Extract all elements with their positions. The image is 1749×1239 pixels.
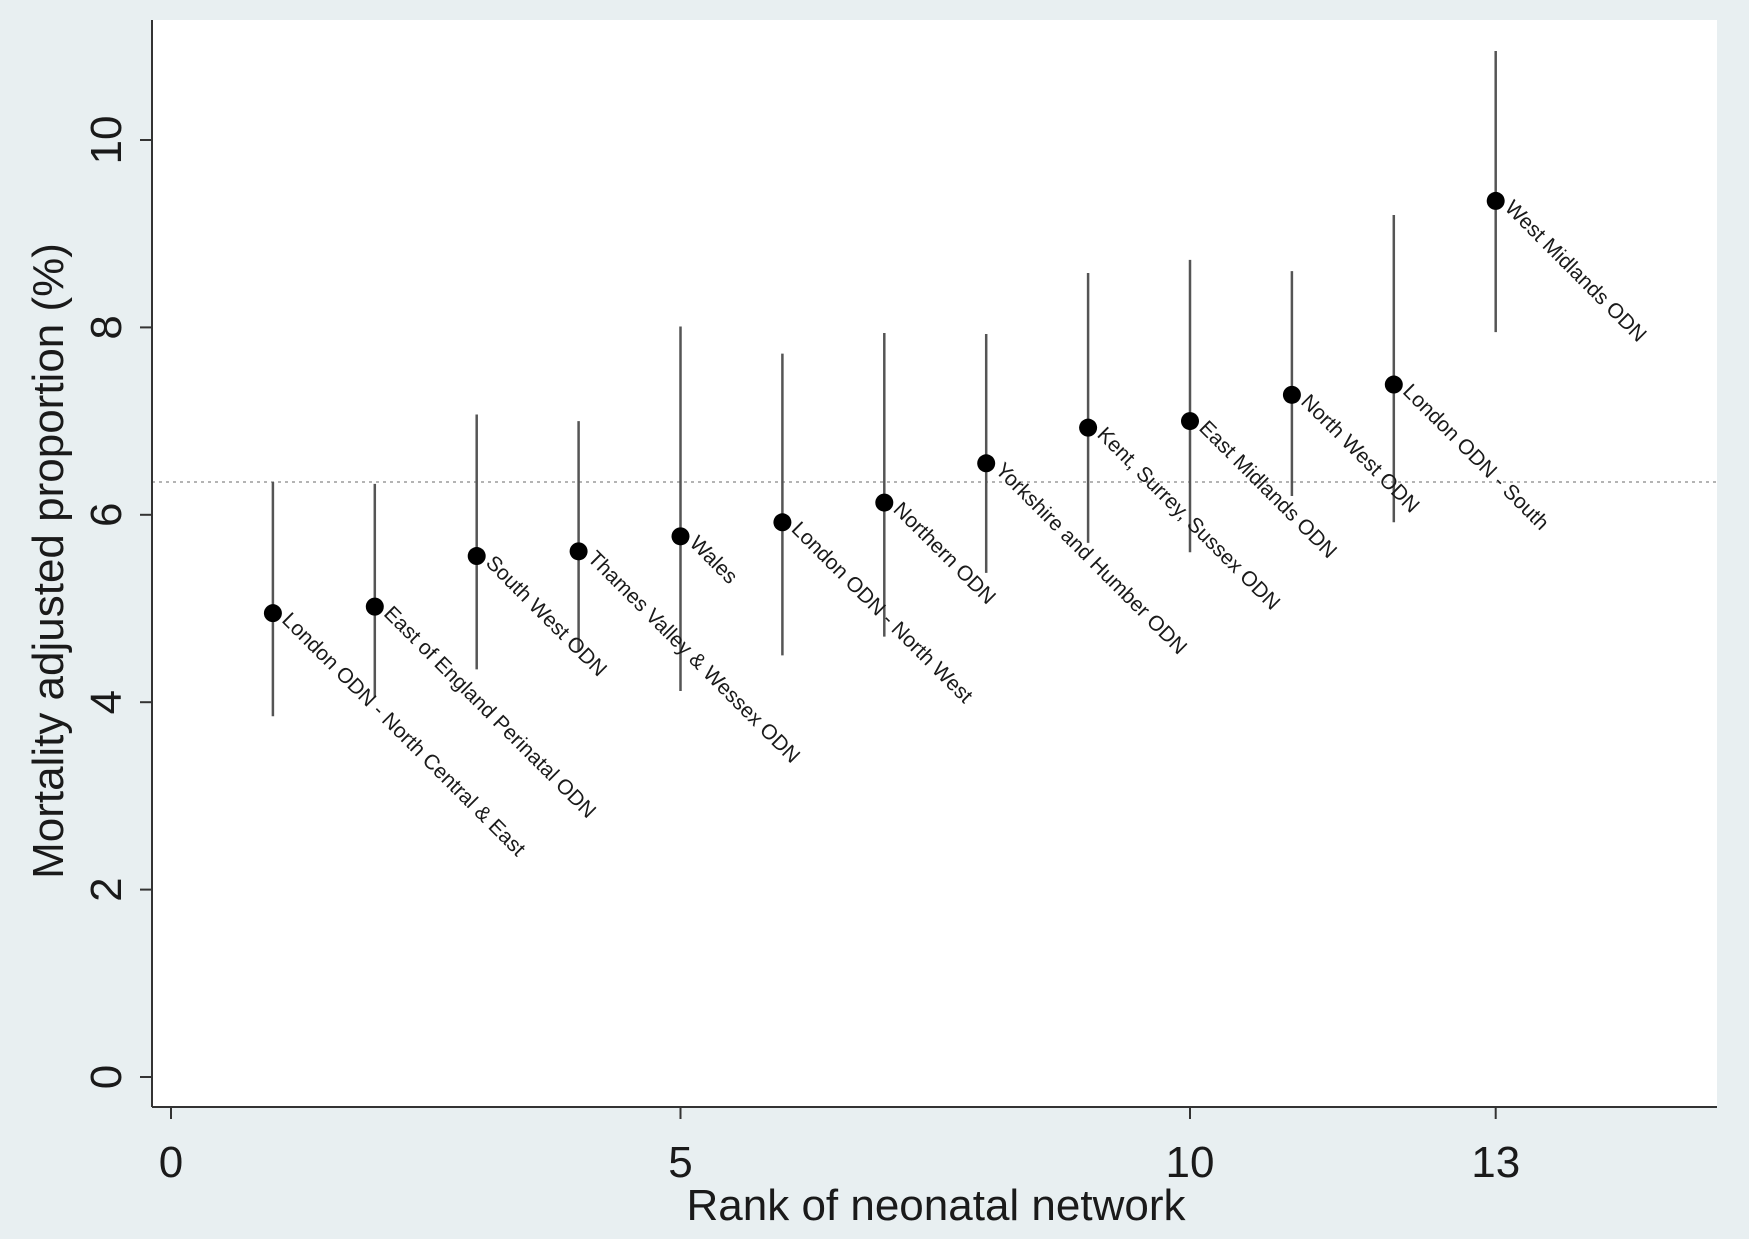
y-tick-label: 2 <box>82 877 131 901</box>
markers <box>263 191 1505 623</box>
x-tick-label: 0 <box>159 1138 183 1187</box>
data-point <box>773 513 792 532</box>
data-point <box>1384 375 1403 394</box>
data-point <box>671 527 690 546</box>
data-point <box>1079 418 1098 437</box>
y-tick-label: 0 <box>82 1065 131 1089</box>
y-tick-label: 8 <box>82 315 131 339</box>
y-tick-label: 4 <box>82 690 131 714</box>
data-point <box>977 454 996 473</box>
data-point <box>467 547 486 566</box>
data-point <box>1181 412 1199 431</box>
data-point <box>569 542 588 561</box>
x-tick-label: 10 <box>1166 1138 1215 1187</box>
data-point <box>365 597 384 616</box>
data-point <box>875 493 894 512</box>
axes: 0 2 4 6 8 10 0 5 10 13 <box>82 20 1717 1187</box>
x-tick-label: 13 <box>1471 1138 1520 1187</box>
y-axis-title: Mortality adjusted proportion (%) <box>24 243 73 879</box>
y-tick-label: 6 <box>82 503 131 527</box>
data-point <box>263 604 282 623</box>
x-axis-title: Rank of neonatal network <box>687 1181 1187 1230</box>
x-tick-label: 5 <box>668 1138 692 1187</box>
data-point <box>1282 385 1301 404</box>
confidence-intervals <box>271 50 1497 717</box>
plot-area <box>152 20 1717 1108</box>
y-tick-label: 10 <box>82 116 131 165</box>
data-point <box>1486 191 1505 210</box>
